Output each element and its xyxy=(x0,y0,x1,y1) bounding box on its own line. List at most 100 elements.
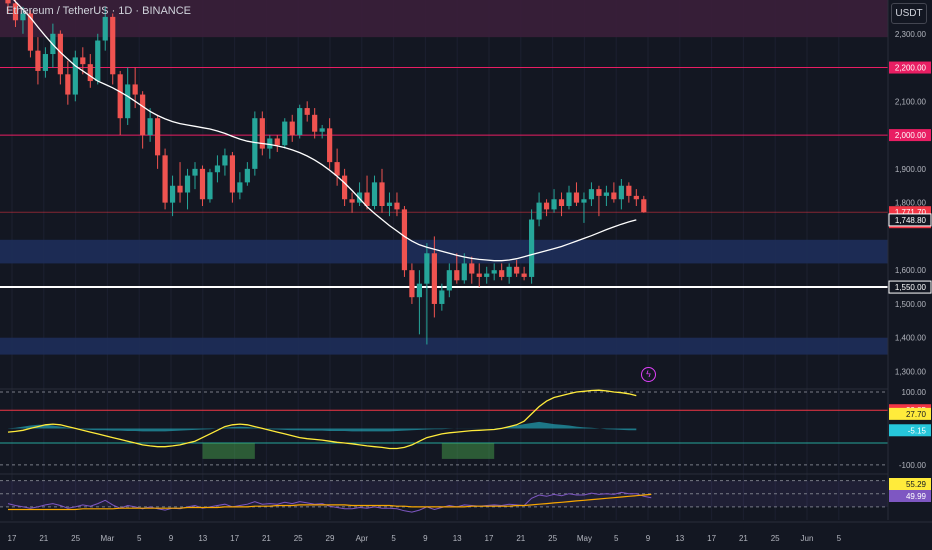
price-label-box xyxy=(888,280,932,294)
time-tick-label: 21 xyxy=(262,534,271,543)
osc-value-label: -5.15 xyxy=(908,426,927,435)
candle-body xyxy=(57,33,63,75)
oversold-highlight xyxy=(202,443,255,459)
time-tick-label: 25 xyxy=(771,534,780,543)
time-tick-label: 21 xyxy=(739,534,748,543)
candle-body xyxy=(147,118,153,136)
candle-body xyxy=(125,84,131,119)
osc-tick-label: -100.00 xyxy=(899,461,927,470)
candle-body xyxy=(267,138,273,149)
candle-body xyxy=(386,202,393,207)
price-tick-label: 1,900.00 xyxy=(895,165,927,174)
candle-body xyxy=(536,202,542,220)
price-label: 2,200.00 xyxy=(895,64,927,73)
candle-body xyxy=(431,253,437,304)
candle-body xyxy=(596,189,602,196)
candle-body xyxy=(633,195,639,200)
price-tick-label: 1,500.00 xyxy=(895,300,927,309)
price-axis: 2,300.00 2,100.00 1,900.00 1,800.00 1,600.00… xyxy=(887,0,932,550)
osc-fast-line xyxy=(7,389,637,450)
candle-body xyxy=(506,266,512,277)
time-tick-label: Apr xyxy=(356,534,369,543)
rsi-value-box xyxy=(889,478,931,490)
time-tick-label: 13 xyxy=(453,534,462,543)
candle-body xyxy=(304,108,310,115)
symbol-title: Ethereum / TetherUS · 1D · BINANCE xyxy=(6,5,192,17)
price-label: 1,771.70 xyxy=(895,208,927,217)
candle-body xyxy=(356,192,363,203)
rsi-value-label: 55.29 xyxy=(906,480,927,489)
time-tick-label: 5 xyxy=(391,534,396,543)
candle-body xyxy=(274,138,280,146)
candle-body xyxy=(80,57,86,65)
price-label-box xyxy=(888,213,932,227)
candle-body xyxy=(469,263,475,274)
candle-body xyxy=(476,273,482,277)
candle-body xyxy=(169,185,176,203)
price-label-box xyxy=(889,61,931,74)
candle-body xyxy=(327,128,333,163)
candle-body xyxy=(371,182,378,207)
flash-icon[interactable]: ϟ xyxy=(641,367,656,382)
candle-body xyxy=(42,54,48,71)
time-tick-label: 5 xyxy=(137,534,142,543)
candle-body xyxy=(177,185,183,193)
candle-body xyxy=(641,199,647,213)
candle-body xyxy=(454,270,460,281)
candle-body xyxy=(439,290,445,304)
time-tick-label: 29 xyxy=(326,534,335,543)
rsi-line xyxy=(7,491,652,513)
candle-body xyxy=(20,13,26,21)
time-tick-label: 13 xyxy=(198,534,207,543)
rsi-pane xyxy=(0,473,888,513)
currency-button[interactable]: USDT xyxy=(891,3,927,24)
candle-body xyxy=(237,182,243,193)
candle-body xyxy=(461,263,467,281)
oversold-highlight xyxy=(441,443,495,459)
osc-value-box xyxy=(889,424,931,437)
candle-body xyxy=(521,273,527,277)
candle-body xyxy=(416,283,422,298)
price-zone xyxy=(0,337,888,355)
price-label-box xyxy=(889,129,931,142)
candle-body xyxy=(349,199,355,203)
candle-body xyxy=(409,270,415,298)
candle-body xyxy=(289,121,295,136)
candle-body xyxy=(551,199,557,210)
candle-body xyxy=(199,168,206,200)
candle-body xyxy=(110,16,116,75)
candle-body xyxy=(588,189,595,200)
candle-body xyxy=(140,94,146,136)
candle-body xyxy=(319,128,325,132)
time-tick-label: May xyxy=(577,534,592,543)
time-tick-label: 13 xyxy=(675,534,684,543)
price-tick-label: 2,100.00 xyxy=(895,97,927,106)
candle-body xyxy=(222,155,228,166)
time-tick-label: 25 xyxy=(71,534,80,543)
time-tick-label: Jun xyxy=(801,534,814,543)
time-tick-label: 17 xyxy=(8,534,17,543)
candle-body xyxy=(514,266,520,274)
candle-body xyxy=(5,0,11,4)
time-tick-label: 21 xyxy=(39,534,48,543)
candle-body xyxy=(529,219,535,277)
candle-body xyxy=(334,162,340,176)
candle-body xyxy=(102,16,108,41)
candle-body xyxy=(603,192,609,196)
candle-body xyxy=(499,270,505,277)
candle-body xyxy=(72,57,78,95)
moving-average-line xyxy=(13,0,637,262)
price-tick-label: 1,400.00 xyxy=(895,334,927,343)
candle-body xyxy=(252,118,258,169)
price-tick-label: 1,800.00 xyxy=(895,199,927,208)
time-tick-label: Mar xyxy=(101,534,115,543)
candle-body xyxy=(65,74,71,95)
price-pane xyxy=(0,0,888,520)
candle-body xyxy=(484,273,490,277)
candle-body xyxy=(132,84,138,95)
time-tick-label: 5 xyxy=(614,534,619,543)
time-tick-label: 9 xyxy=(646,534,651,543)
candle-body xyxy=(282,121,288,146)
candle-body xyxy=(229,155,235,193)
